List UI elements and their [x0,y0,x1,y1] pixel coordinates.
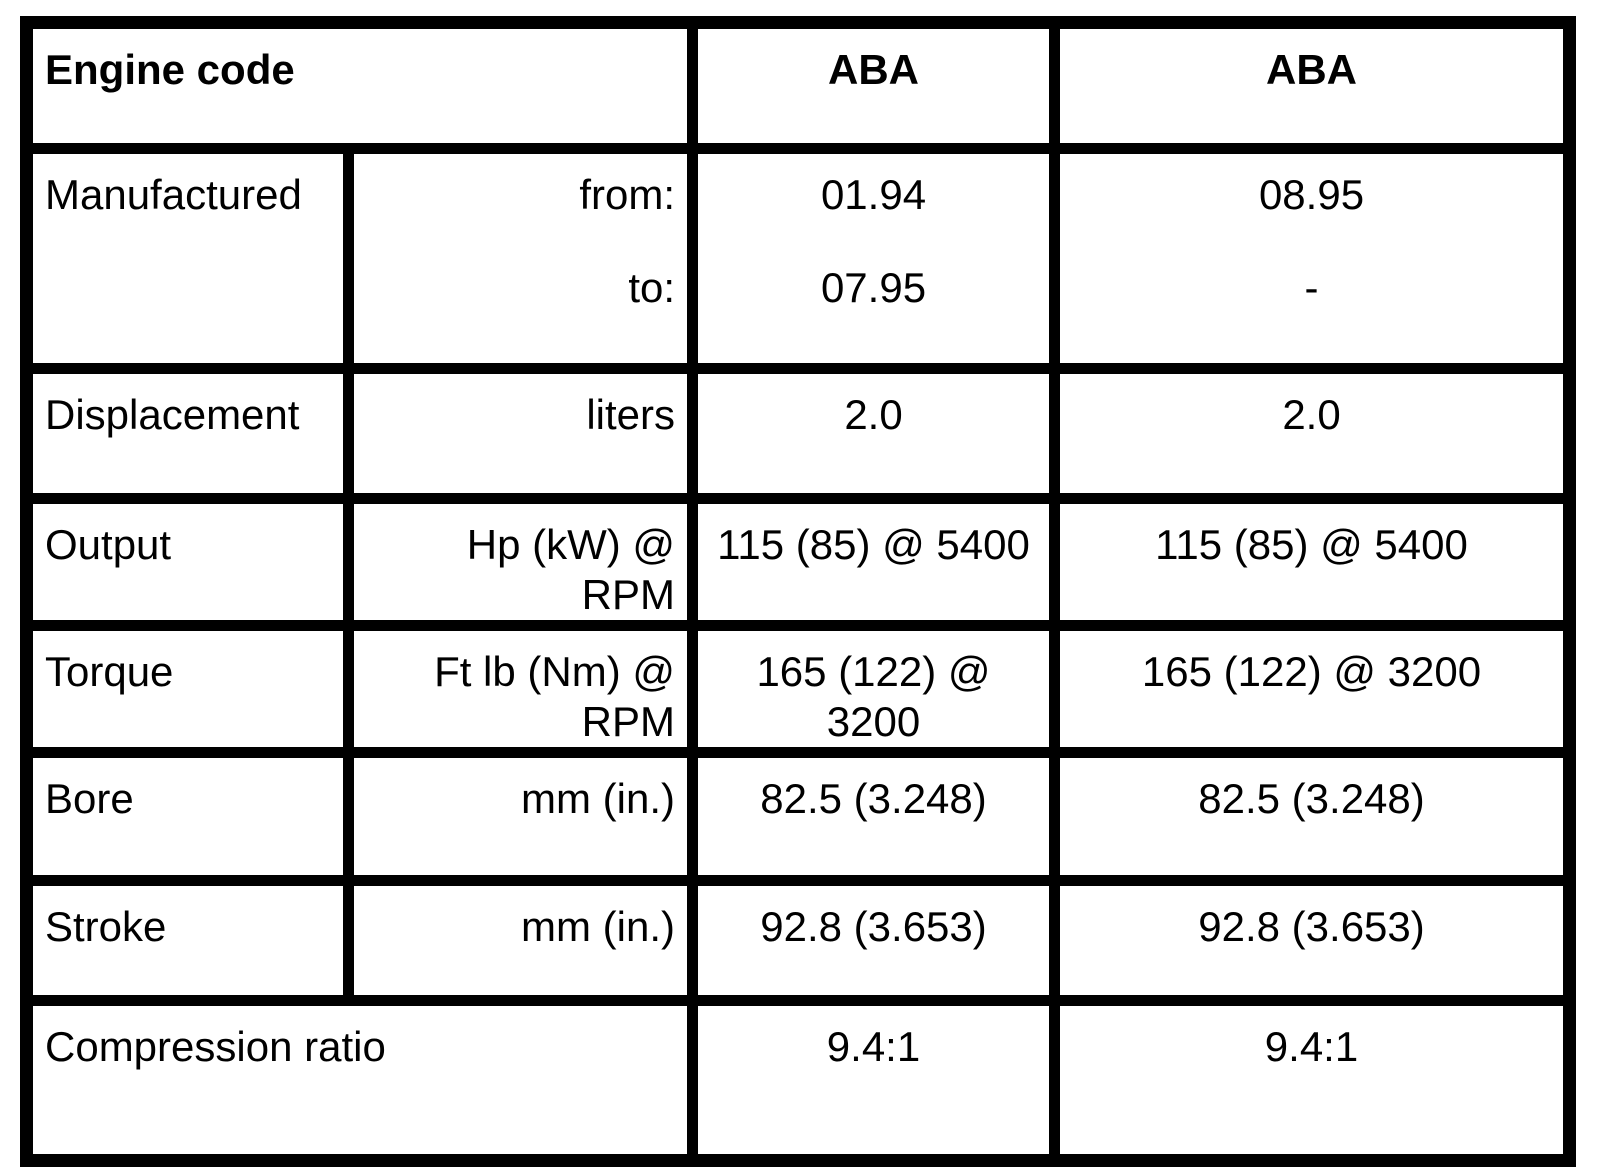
compression-ratio-value-2: 9.4:1 [1049,995,1576,1166]
row-bore: Bore mm (in.) 82.5 (3.248) 82.5 (3.248) [21,747,1576,886]
manufactured-from-label: from: [579,171,676,218]
row-compression-ratio: Compression ratio 9.4:1 9.4:1 [20,995,1576,1166]
row-engine-code: Engine code ABA ABA [20,17,1576,154]
manufactured-to-label: to: [628,264,676,311]
manufactured-from-value-1: 01.94 [820,171,927,218]
manufactured-unit-cell: from: to: [342,143,699,374]
engine-spec-table: Engine code ABA ABA Manufactured from: t… [20,16,1577,1167]
displacement-unit: liters [342,363,699,504]
manufactured-to-value-2: - [1304,264,1319,311]
row-stroke: Stroke mm (in.) 92.8 (3.653) 92.8 (3.653… [21,875,1576,1006]
bore-unit: mm (in.) [342,747,699,886]
bore-value-1: 82.5 (3.248) [687,747,1061,886]
engine-code-value-1: ABA [687,17,1061,154]
bore-label: Bore [21,747,354,886]
row-manufactured: Manufactured from: to: 01.94 07.95 08.95… [21,143,1576,374]
output-label: Output [21,493,354,631]
displacement-label: Displacement [21,363,354,504]
displacement-value-1: 2.0 [687,363,1061,504]
stroke-label: Stroke [21,875,354,1006]
row-torque: Torque Ft lb (Nm) @ RPM 165 (122) @ 3200… [21,620,1576,758]
output-value-1: 115 (85) @ 5400 [687,493,1061,631]
manufactured-from-value-2: 08.95 [1258,171,1365,218]
row-output: Output Hp (kW) @ RPM 115 (85) @ 5400 115… [21,493,1576,631]
manufactured-value-1: 01.94 07.95 [687,143,1061,374]
row-displacement: Displacement liters 2.0 2.0 [21,363,1576,504]
bore-value-2: 82.5 (3.248) [1049,747,1576,886]
stroke-value-2: 92.8 (3.653) [1049,875,1576,1006]
compression-ratio-label: Compression ratio [20,995,699,1166]
output-unit: Hp (kW) @ RPM [342,493,699,631]
engine-code-value-2: ABA [1049,17,1576,154]
compression-ratio-value-1: 9.4:1 [687,995,1061,1166]
torque-label: Torque [21,620,354,758]
manufactured-value-2: 08.95 - [1049,143,1576,374]
stroke-value-1: 92.8 (3.653) [687,875,1061,1006]
stroke-unit: mm (in.) [342,875,699,1006]
torque-unit: Ft lb (Nm) @ RPM [342,620,699,758]
engine-code-label: Engine code [20,17,699,154]
manufactured-to-value-1: 07.95 [820,264,927,311]
torque-value-1: 165 (122) @ 3200 [687,620,1061,758]
torque-value-2: 165 (122) @ 3200 [1049,620,1576,758]
output-value-2: 115 (85) @ 5400 [1049,493,1576,631]
displacement-value-2: 2.0 [1049,363,1576,504]
manufactured-label: Manufactured [21,143,354,374]
